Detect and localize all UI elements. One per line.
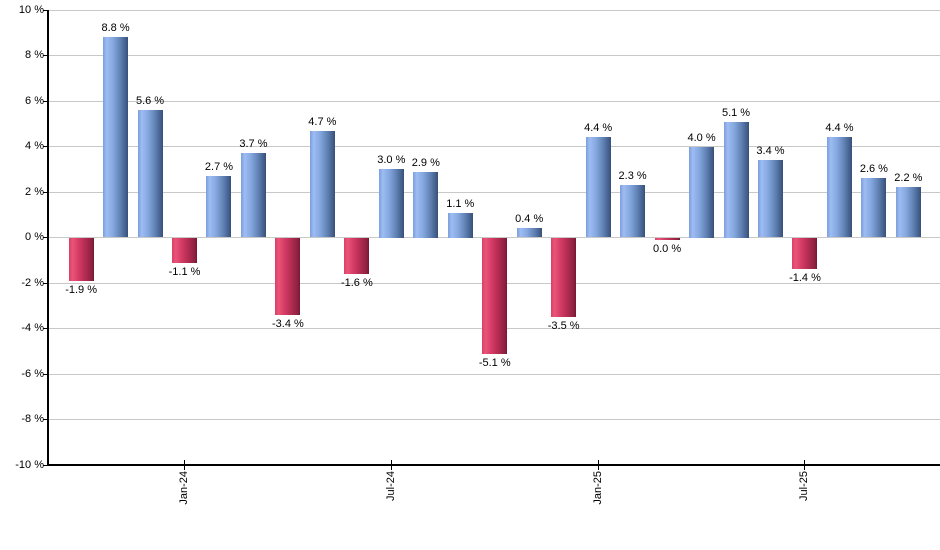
bar-value-label: 3.0 % [377,154,406,167]
y-axis-label: 6 % [25,94,44,107]
y-tick [43,237,47,238]
bar[interactable] [792,237,818,270]
bar[interactable] [758,160,783,238]
bar[interactable] [68,237,94,281]
bar[interactable] [826,137,852,238]
bar[interactable] [137,110,163,238]
y-axis-label: -10 % [15,458,44,471]
bar-value-label: 3.7 % [239,138,268,151]
bar[interactable] [309,130,335,238]
x-axis-label: Jul-24 [384,471,397,501]
y-axis-label: 2 % [25,185,44,198]
y-tick [43,282,47,284]
bar-value-label: 2.9 % [411,156,440,169]
gridline [48,55,940,56]
y-axis-label: -6 % [21,367,44,380]
y-axis-label: 10 % [18,3,44,16]
bar-value-label: 5.1 % [721,106,751,119]
y-axis-label: -4 % [21,322,44,334]
y-tick [43,9,47,11]
bar[interactable] [413,171,439,238]
bar-value-label: 8.8 % [101,22,130,35]
bar-value-label: 2.7 % [204,161,234,174]
y-tick [43,373,47,375]
bar[interactable] [172,237,197,263]
x-tick [184,460,185,470]
bar[interactable] [482,237,508,354]
bar[interactable] [275,237,301,315]
gridline [48,191,940,193]
bar-value-label: -1.9 % [65,283,97,296]
bar[interactable] [378,169,404,238]
y-axis-label: -8 % [21,413,44,425]
bar-value-label: 4.0 % [687,131,716,144]
x-axis-label: Jan-25 [591,471,604,505]
y-axis [47,10,49,466]
y-tick [43,328,47,329]
y-axis-label: -2 % [21,276,44,289]
bar[interactable] [344,237,370,274]
bar-value-label: -1.6 % [340,276,373,289]
bar-value-label: 4.4 % [825,122,854,135]
y-tick [43,191,47,193]
bar-value-label: 1.1 % [446,197,475,210]
gridline [48,419,940,420]
bar[interactable] [516,228,542,238]
bar[interactable] [689,146,715,238]
gridline [48,146,940,147]
bar[interactable] [447,212,473,238]
bar-value-label: 3.4 % [756,145,785,158]
y-tick [43,464,47,466]
bar-value-label: 0.4 % [515,213,544,226]
bar-value-label: -3.4 % [272,317,304,330]
bar-value-label: 2.6 % [859,163,888,176]
bar[interactable] [206,176,232,238]
bar[interactable] [551,237,577,318]
bar-value-label: -3.5 % [547,320,580,333]
x-axis [47,464,940,466]
y-tick [43,100,47,102]
y-tick [43,419,47,420]
bar-value-label: -1.1 % [168,265,201,278]
y-axis-label: 0 % [25,231,44,243]
bar[interactable] [654,237,680,240]
x-tick [804,460,806,470]
bar-value-label: 4.4 % [584,122,613,135]
bar-value-label: 5.6 % [135,95,165,108]
y-axis-label: 4 % [25,140,44,152]
bar-value-label: 0.0 % [653,242,682,255]
bar[interactable] [620,185,646,238]
bar[interactable] [895,187,921,238]
y-axis-label: 8 % [25,49,44,61]
gridline [48,100,940,102]
x-tick [390,460,392,470]
bar-value-label: 4.7 % [308,115,337,128]
gridline [48,373,940,375]
x-axis-label: Jul-25 [798,471,811,501]
bar[interactable] [585,137,611,238]
bar-value-label: -5.1 % [478,356,511,369]
bar-value-label: -1.4 % [789,272,821,285]
x-axis-label: Jan-24 [178,471,190,505]
x-tick [597,460,599,470]
bar[interactable] [861,178,887,238]
y-tick [43,55,47,56]
bar[interactable] [723,121,749,238]
bar-value-label: 2.2 % [894,172,923,185]
y-tick [43,146,47,147]
bar[interactable] [240,153,266,238]
gridline [48,9,940,11]
bar[interactable] [103,37,129,238]
bar-value-label: 2.3 % [618,170,647,183]
